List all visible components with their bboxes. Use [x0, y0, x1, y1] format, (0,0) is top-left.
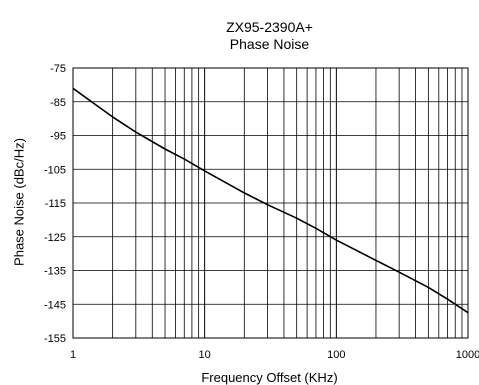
y-tick-label: -135: [44, 266, 66, 278]
y-tick-label: -95: [50, 131, 66, 143]
y-tick-label: -115: [45, 198, 66, 210]
series-line: [72, 87, 469, 314]
x-axis-label: Frequency Offset (KHz): [201, 370, 338, 385]
chart-title: ZX95-2390A+: [226, 19, 313, 35]
x-tick-label: 100: [327, 349, 345, 361]
x-tick-labels: 1 10 100 1000: [70, 349, 479, 361]
y-tick-label: -85: [50, 97, 66, 109]
plot-frame: [72, 67, 469, 339]
y-tick-label: -155: [44, 333, 66, 345]
y-axis-label: Phase Noise (dBc/Hz): [11, 138, 27, 266]
y-tick-labels: -75 -85 -95 -105 -115 -125 -135 -145 -155: [44, 63, 66, 345]
chart-subtitle: Phase Noise: [229, 36, 310, 52]
x-tick-label: 10: [199, 349, 211, 361]
x-tick-label: 1000: [456, 349, 479, 361]
y-tick-label: -105: [44, 164, 66, 176]
y-tick-label: -145: [44, 299, 66, 311]
y-tick-label: -125: [44, 232, 66, 244]
y-tick-label: -75: [50, 63, 66, 75]
x-tick-label: 1: [70, 349, 76, 361]
